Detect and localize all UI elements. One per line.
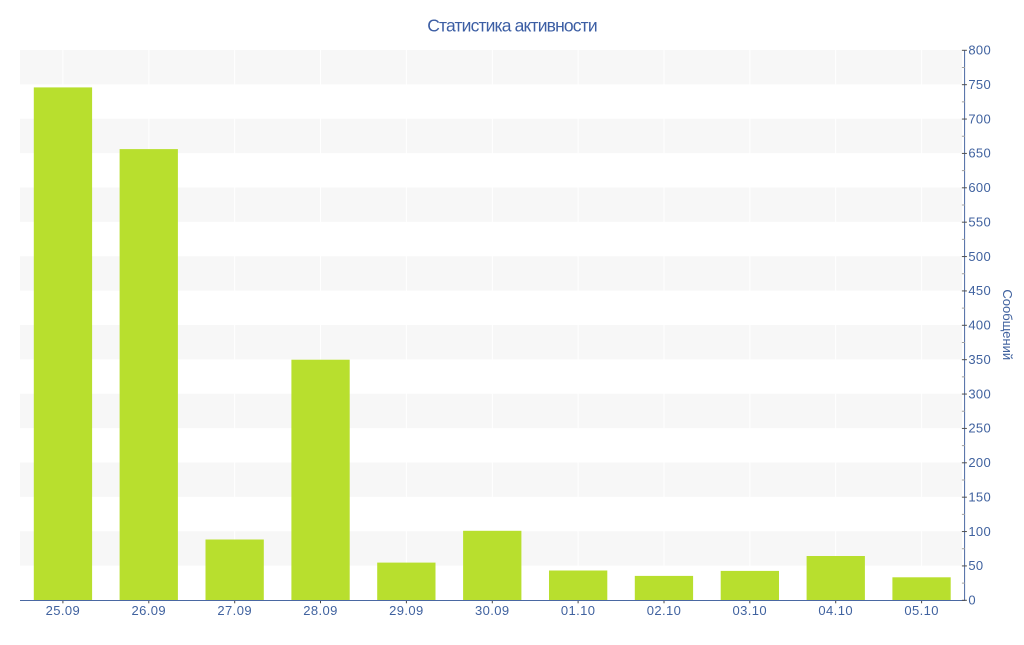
svg-text:03.10: 03.10 — [733, 603, 768, 618]
svg-text:200: 200 — [968, 455, 991, 470]
svg-text:29.09: 29.09 — [389, 603, 424, 618]
svg-text:02.10: 02.10 — [647, 603, 682, 618]
svg-text:28.09: 28.09 — [303, 603, 338, 618]
svg-text:04.10: 04.10 — [818, 603, 853, 618]
svg-text:350: 350 — [968, 352, 991, 367]
svg-text:400: 400 — [968, 318, 991, 333]
svg-text:650: 650 — [968, 146, 991, 161]
svg-text:27.09: 27.09 — [217, 603, 252, 618]
svg-text:30.09: 30.09 — [475, 603, 510, 618]
svg-text:550: 550 — [968, 214, 991, 229]
svg-text:01.10: 01.10 — [561, 603, 596, 618]
svg-text:600: 600 — [968, 180, 991, 195]
svg-text:0: 0 — [968, 593, 976, 608]
svg-text:250: 250 — [968, 421, 991, 436]
svg-text:25.09: 25.09 — [46, 603, 81, 618]
svg-text:500: 500 — [968, 249, 991, 264]
svg-text:Статистика активности: Статистика активности — [427, 16, 597, 36]
svg-text:700: 700 — [968, 111, 991, 126]
svg-text:450: 450 — [968, 283, 991, 298]
svg-text:750: 750 — [968, 77, 991, 92]
svg-text:Сообщений: Сообщений — [1000, 289, 1015, 360]
svg-text:100: 100 — [968, 524, 991, 539]
svg-text:800: 800 — [968, 43, 991, 58]
svg-text:26.09: 26.09 — [132, 603, 167, 618]
svg-text:50: 50 — [968, 558, 983, 573]
svg-text:05.10: 05.10 — [904, 603, 939, 618]
svg-text:150: 150 — [968, 489, 991, 504]
svg-text:300: 300 — [968, 386, 991, 401]
